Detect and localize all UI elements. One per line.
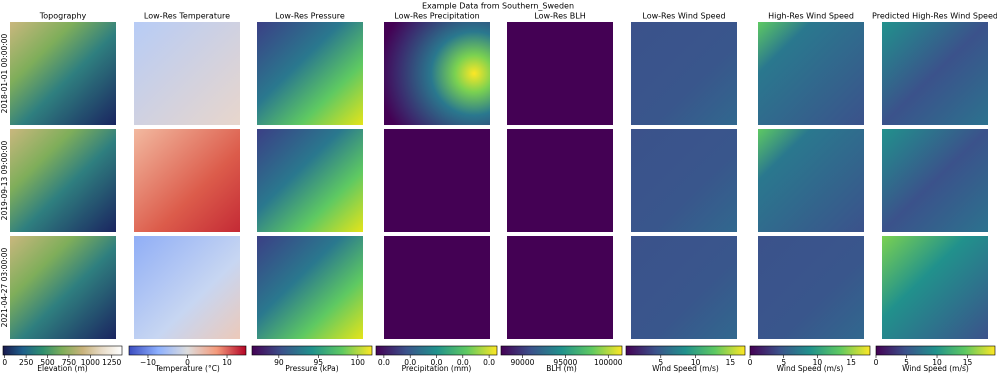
colorbar <box>749 345 871 356</box>
colorbar-tick-label: 10 <box>932 358 942 367</box>
field-image <box>257 22 363 125</box>
column-title: High-Res Wind Speed <box>768 12 854 21</box>
colorbar <box>128 345 247 356</box>
colorbar-tick-label: 0 <box>2 358 7 367</box>
colorbar-tick-label: 95000 <box>553 358 577 367</box>
row-label: 2018-01-01 00:00:00 <box>0 33 9 113</box>
colorbar-tick-label: 0 <box>748 358 753 367</box>
colorbar-tick-label: 15 <box>963 358 973 367</box>
colorbar-tick-label: 0.0 <box>431 358 443 367</box>
colorbar-tick-label: 15 <box>846 358 856 367</box>
row-label: 2021-04-27 03:00:00 <box>0 247 9 327</box>
colorbar-tick-label: 1000 <box>81 358 100 367</box>
field-image <box>758 129 864 232</box>
field-image <box>882 236 988 339</box>
column-title: Low-Res Wind Speed <box>642 12 725 21</box>
field-image <box>882 129 988 232</box>
colorbar-tick-label: 0 <box>874 358 879 367</box>
field-image <box>134 236 240 339</box>
colorbar-tick-label: 95 <box>314 358 324 367</box>
column-title: Low-Res Precipitation <box>394 12 479 21</box>
field-image <box>631 22 737 125</box>
colorbar-tick-label: 750 <box>62 358 77 367</box>
column-title: Topography <box>39 12 87 21</box>
colorbar-tick-label: 10 <box>813 358 823 367</box>
colorbar-tick-label: 5 <box>781 358 786 367</box>
field-image <box>507 22 613 125</box>
colorbar-tick-label: 250 <box>19 358 34 367</box>
field-image <box>758 236 864 339</box>
colorbar <box>500 345 623 356</box>
colorbar-tick-label: 0.0 <box>404 358 416 367</box>
colorbar-label: BLH (m) <box>546 364 577 373</box>
colorbar-label: Wind Speed (m/s) <box>902 364 969 373</box>
field-image <box>384 236 490 339</box>
colorbar <box>625 345 746 356</box>
colorbar-tick-label: 1250 <box>102 358 121 367</box>
colorbar <box>251 345 373 356</box>
colorbar <box>2 345 123 356</box>
colorbar-tick-label: 10 <box>222 358 232 367</box>
colorbar-label: Wind Speed (m/s) <box>777 364 844 373</box>
column-title: Low-Res BLH <box>534 12 585 21</box>
colorbar-label: Temperature (°C) <box>154 364 220 373</box>
colorbar-tick-label: 90000 <box>511 358 535 367</box>
field-image <box>507 236 613 339</box>
colorbar-tick-label: 5 <box>904 358 909 367</box>
field-image <box>507 129 613 232</box>
colorbar-tick-label: 100000 <box>594 358 623 367</box>
field-image <box>10 129 116 232</box>
field-image <box>10 22 116 125</box>
field-image <box>257 236 363 339</box>
field-image <box>631 129 737 232</box>
field-image <box>384 22 490 125</box>
colorbar-label: Elevation (m) <box>37 364 87 373</box>
column-title: Predicted High-Res Wind Speed <box>872 12 997 21</box>
column-title: Low-Res Temperature <box>144 12 230 21</box>
column-title: Low-Res Pressure <box>275 12 345 21</box>
colorbar-label: Wind Speed (m/s) <box>652 364 719 373</box>
colorbar-label: Pressure (kPa) <box>285 364 338 373</box>
colorbar-tick-label: 0.0 <box>457 358 469 367</box>
colorbar-tick-label: 100 <box>351 358 366 367</box>
colorbar-tick-label: 0.0 <box>483 358 495 367</box>
colorbar-tick-label: 90 <box>274 358 284 367</box>
figure-title: Example Data from Southern_Sweden <box>422 2 574 11</box>
colorbar-tick-label: 15 <box>726 358 736 367</box>
colorbar-label: Precipitation (mm) <box>402 364 472 373</box>
row-label: 2019-09-13 09:00:00 <box>0 140 9 220</box>
colorbar-tick-label: 500 <box>40 358 55 367</box>
colorbar-tick-label: 10 <box>691 358 701 367</box>
colorbar-tick-label: 5 <box>658 358 663 367</box>
field-image <box>384 129 490 232</box>
colorbar-tick-label: −10 <box>140 358 156 367</box>
colorbar-tick-label: 0 <box>185 358 190 367</box>
field-image <box>257 129 363 232</box>
field-image <box>10 236 116 339</box>
colorbar-tick-label: 0.0 <box>378 358 390 367</box>
field-image <box>882 22 988 125</box>
field-image <box>134 22 240 125</box>
field-image <box>631 236 737 339</box>
field-image <box>134 129 240 232</box>
colorbar <box>875 345 996 356</box>
colorbar <box>375 345 498 356</box>
field-image <box>758 22 864 125</box>
